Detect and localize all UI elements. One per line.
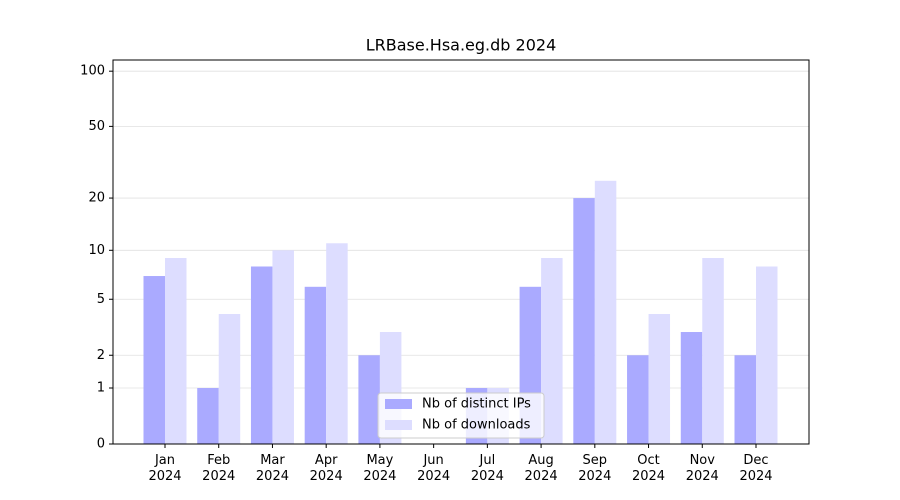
bar: [680, 332, 703, 444]
y-tick-label: 20: [88, 191, 105, 206]
y-tick-label: 5: [97, 292, 105, 307]
legend-box: [377, 392, 545, 439]
legend-swatch: [385, 420, 412, 430]
chart-title: LRBase.Hsa.eg.db 2024: [366, 36, 557, 55]
bar: [326, 243, 348, 444]
x-tick-label: Aug 2024: [524, 453, 558, 484]
legend-swatch: [385, 399, 412, 409]
bar: [594, 180, 617, 444]
bar: [541, 257, 563, 444]
bar: [756, 266, 778, 444]
bar: [143, 276, 165, 444]
x-tick-label: Oct 2024: [631, 453, 666, 484]
bar: [648, 313, 671, 444]
bar: [197, 388, 219, 444]
bar: [734, 355, 756, 444]
legend-label: Nb of distinct IPs: [422, 397, 531, 412]
x-tick-label: Feb 2024: [202, 453, 236, 484]
x-tick-label: Jul 2024: [470, 453, 504, 484]
plot-frame: [112, 59, 810, 445]
bar: [272, 250, 294, 444]
legend-label: Nb of downloads: [422, 418, 531, 433]
y-tick-label: 100: [80, 64, 105, 79]
y-tick-label: 0: [97, 437, 105, 452]
x-tick-label: Jun 2024: [417, 453, 451, 484]
bar: [218, 313, 241, 444]
bar: [627, 355, 649, 444]
bar: [165, 257, 187, 444]
bar: [573, 198, 595, 444]
bar: [702, 257, 724, 444]
bar: [304, 286, 327, 444]
y-tick-label: 10: [88, 243, 105, 258]
x-tick-label: Jan 2024: [148, 453, 182, 484]
y-tick-label: 50: [88, 119, 105, 134]
x-tick-label: Nov 2024: [685, 453, 719, 484]
y-tick-label: 1: [97, 381, 105, 396]
bar: [250, 266, 273, 444]
x-tick-label: May 2024: [363, 453, 397, 484]
x-tick-label: Apr 2024: [309, 453, 343, 484]
legend: Nb of distinct IPs Nb of downloads: [377, 392, 545, 439]
x-tick-label: Mar 2024: [255, 453, 289, 484]
x-tick-label: Dec 2024: [739, 453, 773, 484]
bar: [358, 355, 380, 444]
y-tick-label: 2: [97, 348, 105, 363]
x-tick-label: Sep 2024: [578, 453, 612, 484]
